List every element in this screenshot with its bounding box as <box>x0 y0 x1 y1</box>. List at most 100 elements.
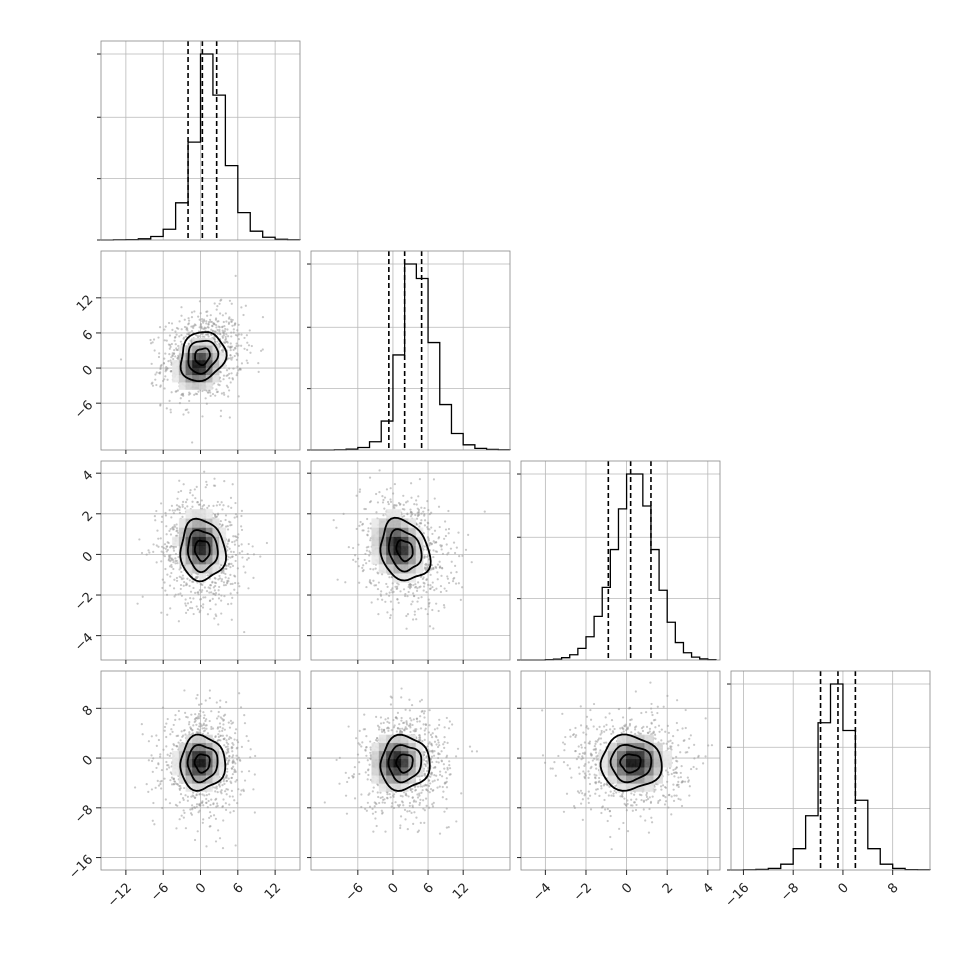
scatter-point <box>198 793 201 796</box>
scatter-point <box>430 755 434 758</box>
scatter-point <box>408 583 412 586</box>
scatter-point <box>166 753 169 756</box>
scatter-point <box>428 741 431 744</box>
scatter-point <box>231 555 234 558</box>
scatter-point <box>153 823 156 826</box>
scatter-point <box>424 797 428 800</box>
scatter-point <box>404 708 407 711</box>
scatter-point <box>216 390 219 393</box>
scatter-point <box>396 585 399 588</box>
scatter-point <box>420 506 423 509</box>
scatter-point <box>425 788 428 791</box>
scatter-point <box>237 788 240 791</box>
density-cell <box>185 758 193 768</box>
density-cell <box>192 527 200 537</box>
scatter-point <box>427 539 430 542</box>
scatter-point <box>181 515 184 518</box>
scatter-point <box>443 810 446 813</box>
scatter-point <box>448 720 451 723</box>
scatter-point <box>165 525 168 528</box>
scatter-point <box>183 318 186 321</box>
scatter-point <box>395 730 398 733</box>
density-cell <box>205 527 213 537</box>
scatter-point <box>336 578 339 581</box>
scatter-point <box>188 491 192 494</box>
panel-content <box>311 671 510 870</box>
scatter-point <box>235 758 239 761</box>
scatter-point <box>416 587 419 590</box>
panel-frame <box>310 460 511 661</box>
scatter-point <box>458 555 461 558</box>
scatter-point <box>413 502 416 506</box>
scatter-point <box>152 338 156 341</box>
density-cell <box>199 509 207 519</box>
density-cell <box>400 734 409 744</box>
scatter-point <box>417 829 420 832</box>
scatter-point <box>203 335 206 338</box>
scatter-point <box>223 393 226 396</box>
scatter-point <box>470 750 474 753</box>
scatter-point <box>187 323 190 326</box>
scatter-point <box>231 742 234 745</box>
scatter-point <box>226 341 229 344</box>
scatter-point <box>212 802 215 805</box>
scatter-point <box>358 743 361 746</box>
scatter-point <box>174 562 177 565</box>
scatter-point <box>227 505 230 508</box>
scatter-point <box>404 818 407 821</box>
scatter-point <box>389 614 392 617</box>
scatter-point <box>184 611 188 614</box>
scatter-point <box>231 540 234 544</box>
scatter-point <box>232 348 235 351</box>
y-tick-label: 12 <box>74 293 96 315</box>
scatter-point <box>392 505 395 508</box>
scatter-point <box>206 613 210 616</box>
scatter-point <box>167 321 171 325</box>
density-panel <box>307 460 511 664</box>
scatter-point <box>377 728 381 731</box>
scatter-point <box>160 520 163 524</box>
scatter-point <box>224 335 227 339</box>
scatter-point <box>237 395 240 398</box>
scatter-point <box>186 795 190 798</box>
scatter-point <box>582 770 585 773</box>
scatter-point <box>442 743 445 746</box>
contour-level <box>179 733 227 792</box>
density-cell <box>386 742 394 752</box>
scatter-point <box>172 561 175 564</box>
scatter-point <box>439 770 442 773</box>
scatter-point <box>398 732 401 735</box>
scatter-point <box>392 718 395 722</box>
scatter-point <box>372 786 375 789</box>
scatter-point <box>191 505 194 508</box>
scatter-point <box>229 556 232 559</box>
scatter-point <box>195 805 198 808</box>
scatter-point <box>335 758 338 762</box>
density-cell <box>408 750 417 760</box>
scatter-point <box>386 611 389 614</box>
scatter-point <box>145 783 148 786</box>
scatter-point <box>409 726 412 729</box>
scatter-point <box>176 507 179 510</box>
scatter-point <box>183 580 186 584</box>
scatter-point <box>230 767 233 770</box>
scatter-point <box>218 328 221 331</box>
scatter-point <box>221 805 224 809</box>
scatter-point <box>249 756 252 759</box>
scatter-point <box>423 716 426 719</box>
y-tick-label: 0 <box>80 363 96 379</box>
scatter-point <box>398 727 401 730</box>
density-cell <box>185 775 193 784</box>
scatter-point <box>198 725 201 728</box>
scatter-point <box>425 755 428 758</box>
scatter-point <box>438 723 441 727</box>
scatter-point <box>211 392 215 396</box>
scatter-point <box>224 338 227 341</box>
scatter-point <box>431 780 434 783</box>
scatter-point <box>422 799 425 802</box>
density-cell <box>415 536 424 547</box>
scatter-point <box>370 601 373 604</box>
scatter-point <box>358 490 361 493</box>
y-tick-label: −6 <box>72 398 96 422</box>
scatter-point <box>220 578 224 581</box>
